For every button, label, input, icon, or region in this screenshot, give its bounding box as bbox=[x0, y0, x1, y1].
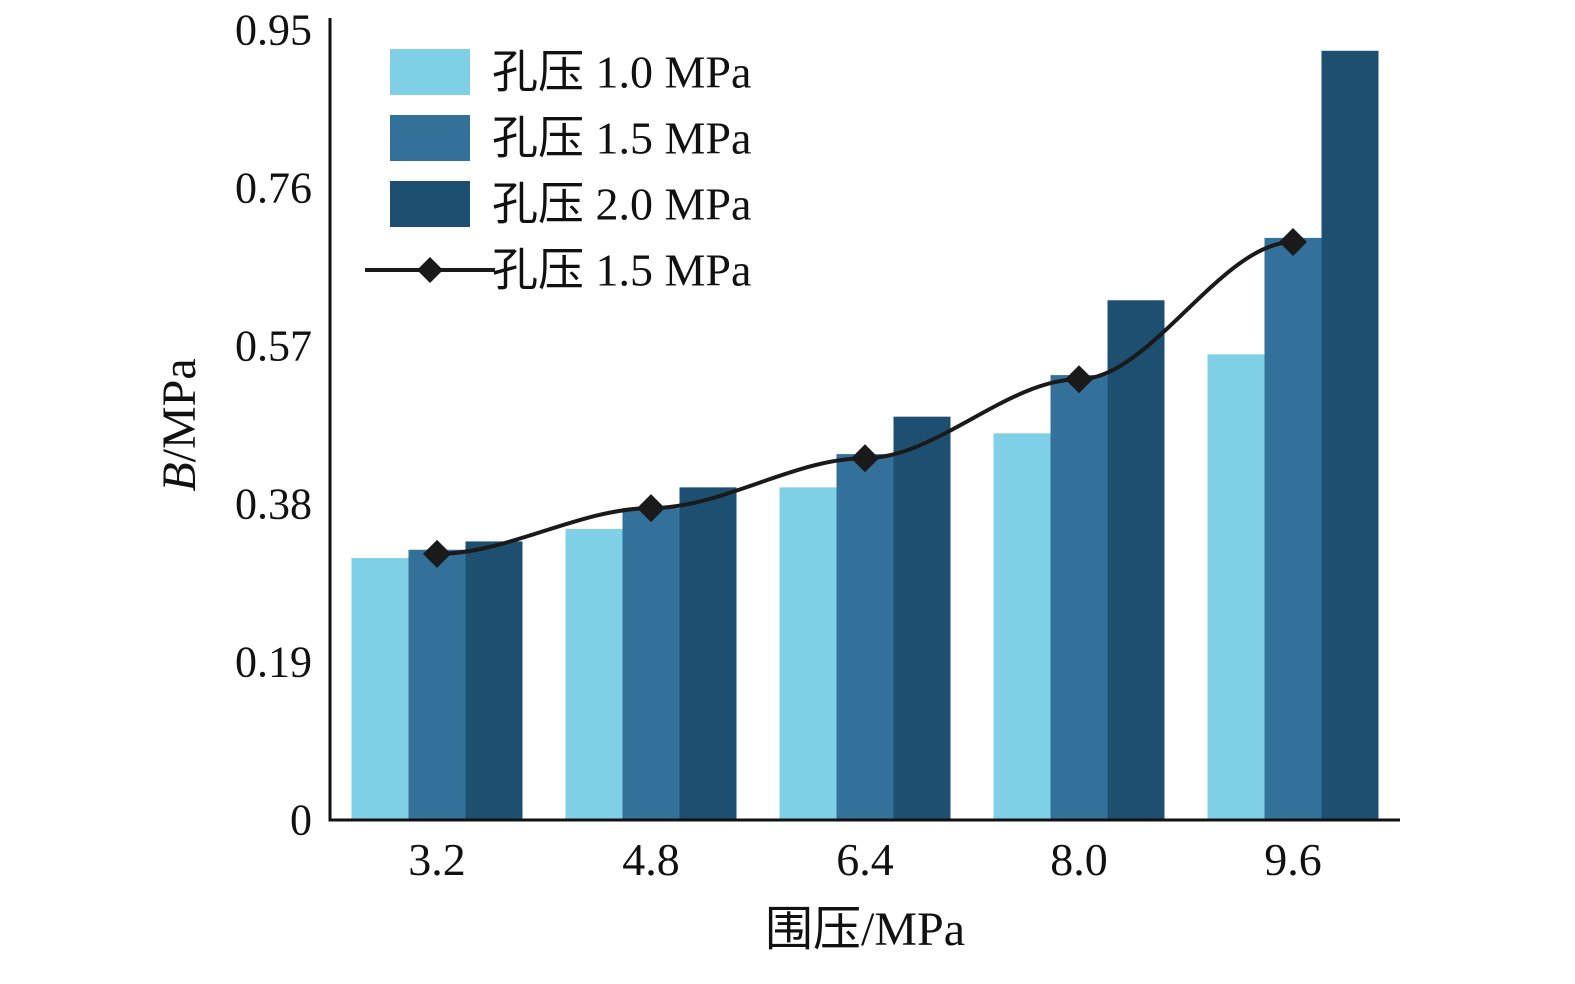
legend-item: 孔压 2.0 MPa bbox=[390, 179, 751, 230]
y-tick-label: 0 bbox=[290, 796, 312, 845]
bar bbox=[1321, 50, 1379, 820]
line-series bbox=[423, 228, 1307, 568]
bar bbox=[993, 433, 1051, 820]
y-tick-label: 0.95 bbox=[235, 6, 312, 55]
y-tick-label: 0.19 bbox=[235, 638, 312, 687]
bar bbox=[679, 487, 737, 820]
bar bbox=[351, 558, 409, 820]
legend-diamond-marker bbox=[417, 257, 443, 283]
bar bbox=[893, 416, 951, 820]
legend-item: 孔压 1.0 MPa bbox=[390, 47, 751, 98]
bar bbox=[565, 528, 623, 820]
bar-series bbox=[465, 50, 1379, 820]
legend-swatch bbox=[390, 49, 470, 95]
diamond-marker bbox=[423, 539, 451, 568]
x-tick-label: 6.4 bbox=[836, 834, 894, 885]
legend-label: 孔压 1.5 MPa bbox=[492, 113, 751, 164]
bar bbox=[779, 487, 837, 820]
bar bbox=[408, 549, 466, 820]
bar-series bbox=[351, 354, 1265, 820]
x-tick-label: 9.6 bbox=[1264, 834, 1322, 885]
diamond-marker bbox=[1279, 228, 1307, 257]
x-tick-label: 4.8 bbox=[622, 834, 680, 885]
legend-item: 孔压 1.5 MPa bbox=[390, 113, 751, 164]
y-tick-label: 0.76 bbox=[235, 164, 312, 213]
axes-group bbox=[328, 18, 1400, 822]
diamond-marker bbox=[637, 494, 665, 523]
bar bbox=[1107, 300, 1165, 820]
bar bbox=[1207, 354, 1265, 820]
legend-label: 孔压 2.0 MPa bbox=[492, 179, 751, 230]
x-tick-label: 3.2 bbox=[408, 834, 466, 885]
legend-label: 孔压 1.0 MPa bbox=[492, 47, 751, 98]
x-axis-title: 围压/MPa bbox=[765, 903, 965, 956]
legend: 孔压 1.0 MPa 孔压 1.5 MPa 孔压 2.0 MPa 孔压 1.5 MPa bbox=[365, 47, 751, 296]
bar bbox=[465, 541, 523, 820]
legend-label: 孔压 1.5 MPa bbox=[492, 245, 751, 296]
x-tick-labels: 3.2 4.8 6.4 8.0 9.6 bbox=[408, 834, 1322, 885]
diamond-marker bbox=[851, 444, 879, 473]
y-tick-labels: 0 0.19 0.38 0.57 0.76 0.95 bbox=[235, 6, 312, 845]
bar bbox=[622, 508, 680, 820]
legend-item: 孔压 1.5 MPa bbox=[365, 245, 751, 296]
bar bbox=[1050, 375, 1108, 820]
y-axis-title: B/MPa bbox=[153, 358, 206, 491]
y-tick-label: 0.38 bbox=[235, 480, 312, 529]
x-tick-label: 8.0 bbox=[1050, 834, 1108, 885]
diamond-marker bbox=[1065, 365, 1093, 394]
y-tick-label: 0.57 bbox=[235, 322, 312, 371]
bars-group bbox=[351, 50, 1379, 821]
bar bbox=[836, 454, 894, 820]
bar-series bbox=[408, 237, 1322, 821]
legend-swatch bbox=[390, 115, 470, 161]
legend-swatch bbox=[390, 181, 470, 227]
bar bbox=[1264, 237, 1322, 821]
